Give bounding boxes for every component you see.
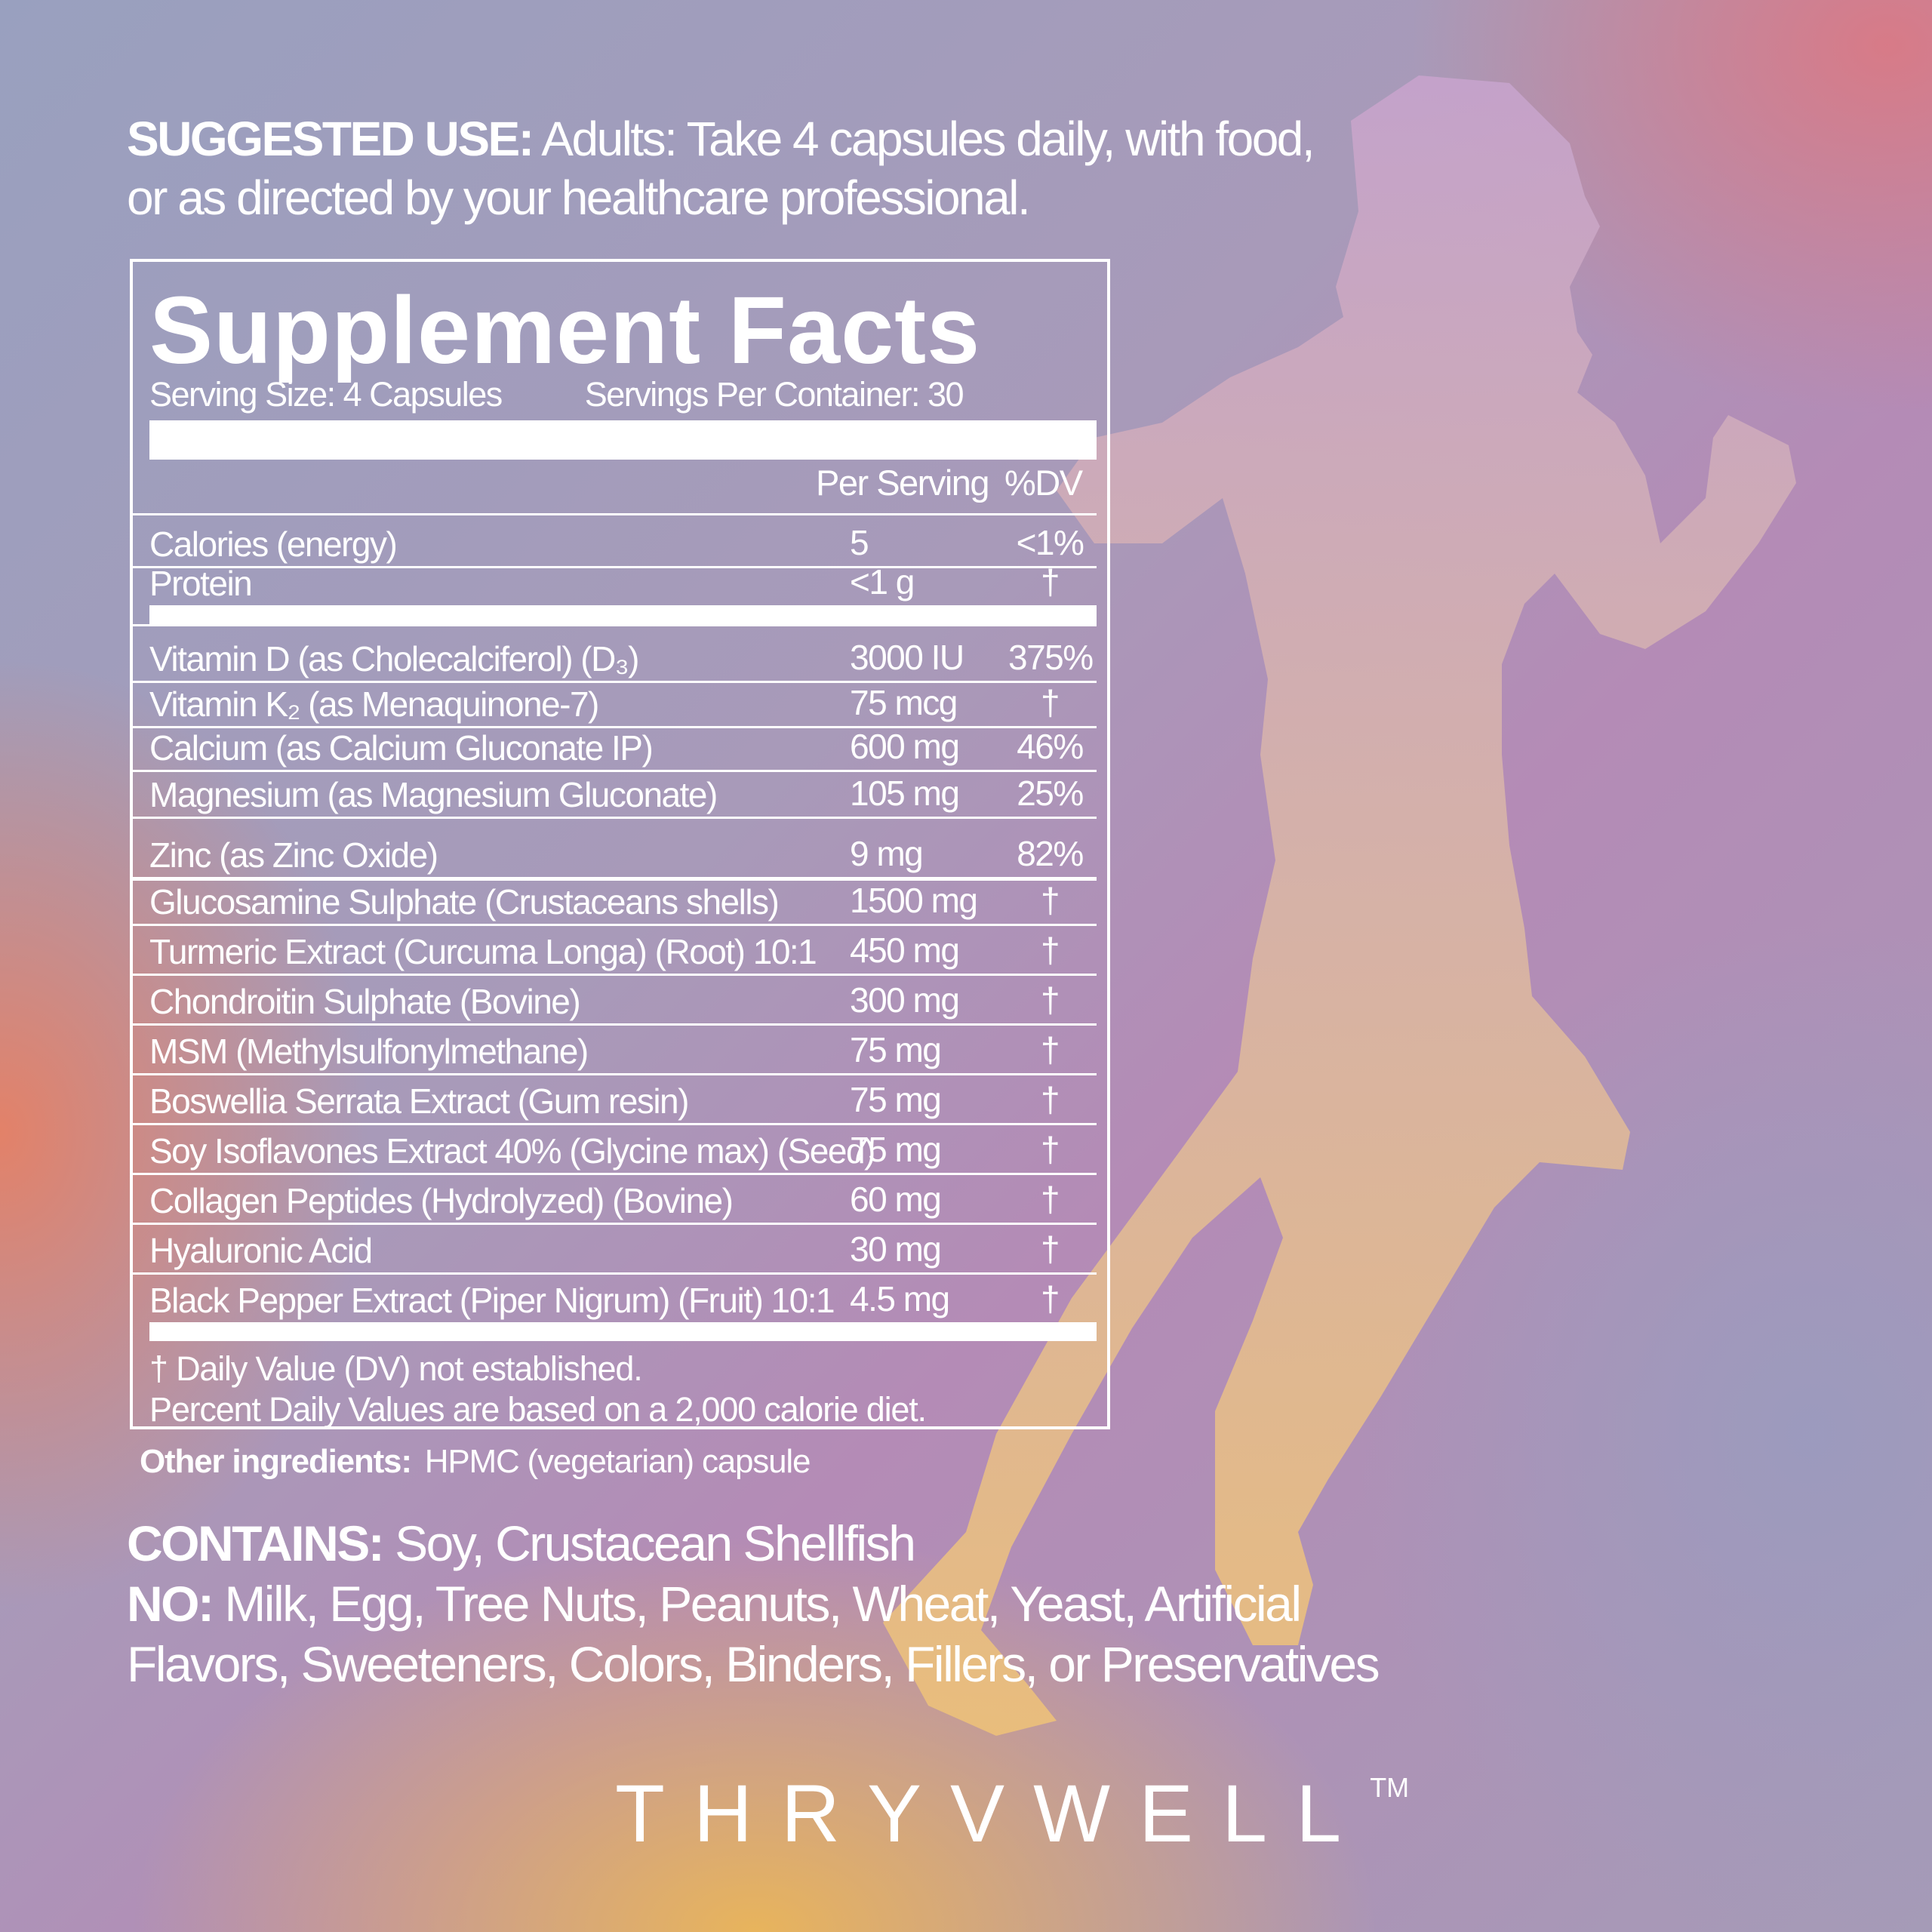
daily-value: † [1040,931,1060,970]
trademark: TM [1370,1772,1410,1803]
nutrient-name: Magnesium (as Magnesium Gluconate) [149,775,718,814]
serving-info: Serving Size: 4 Capsules Servings Per Con… [149,375,964,414]
other-ingredients-value: HPMC (vegetarian) capsule [424,1443,811,1480]
daily-value: 25% [1017,774,1084,813]
daily-value: † [1040,1180,1060,1219]
nutrient-name: Turmeric Extract (Curcuma Longa) (Root) … [149,932,817,971]
facts-row: Black Pepper Extract (Piper Nigrum) (Fru… [133,1272,1097,1322]
thick-divider [149,1322,1097,1341]
amount-per-serving: 9 mg [850,834,924,873]
facts-row: Magnesium (as Magnesium Gluconate) 105 mg… [133,770,1097,817]
amount-per-serving: 1500 mg [850,881,978,920]
brand-logo: THRYVWELLTM [615,1766,1409,1860]
amount-per-serving: 75 mg [850,1030,942,1069]
nutrient-name: Glucosamine Sulphate (Crustaceans shells… [149,882,780,921]
facts-row: Turmeric Extract (Curcuma Longa) (Root) … [133,924,1097,974]
suggested-use-text: Adults: Take 4 capsules daily, with food… [532,112,1315,166]
daily-value: <1% [1016,523,1084,562]
amount-per-serving: 450 mg [850,931,960,970]
serving-size: Serving Size: 4 Capsules [149,375,503,414]
amount-per-serving: 600 mg [850,727,960,766]
amount-per-serving: 75 mg [850,1130,942,1169]
amount-per-serving: 60 mg [850,1180,942,1219]
header-dv: %DV [1004,463,1083,503]
nutrient-name: Protein [149,564,253,603]
other-ingredients: Other ingredients: HPMC (vegetarian) caps… [140,1443,811,1481]
thick-divider [149,605,1097,624]
suggested-use-label: SUGGESTED USE: [127,112,534,166]
suggested-use: SUGGESTED USE: Adults: Take 4 capsules d… [127,109,1315,227]
amount-per-serving: 3000 IU [850,638,964,677]
nutrient-name: Vitamin D (as Cholecalciferol) (D₃) [149,639,639,678]
nutrient-name: Collagen Peptides (Hydrolyzed) (Bovine) [149,1181,734,1220]
daily-value: † [1040,562,1060,601]
header-per-serving: Per Serving [816,463,990,503]
servings-per-container: Servings Per Container: 30 [584,375,964,414]
facts-row: Collagen Peptides (Hydrolyzed) (Bovine) 6… [133,1173,1097,1223]
amount-per-serving: 5 [850,523,869,562]
other-ingredients-label: Other ingredients: [140,1443,412,1480]
facts-row: Calcium (as Calcium Gluconate IP) 600 mg 4… [133,726,1097,770]
daily-value: † [1040,881,1060,920]
facts-rows: Calories (energy) 5 <1% Protein <1 g † Vitamin… [133,513,1097,1341]
nutrient-name: Hyaluronic Acid [149,1231,373,1270]
nutrient-name: Boswellia Serrata Extract (Gum resin) [149,1081,689,1121]
nutrient-name: Chondroitin Sulphate (Bovine) [149,982,581,1021]
suggested-use-text-2: or as directed by your healthcare profes… [127,171,1031,225]
facts-row: Glucosamine Sulphate (Crustaceans shells… [133,877,1097,924]
no-label: NO: [127,1576,214,1632]
daily-value: 82% [1017,834,1084,873]
nutrient-name: Vitamin K₂ (as Menaquinone-7) [149,685,599,724]
amount-per-serving: 75 mg [850,1080,942,1119]
amount-per-serving: 300 mg [850,980,960,1020]
thick-divider [149,420,1097,460]
daily-value: 375% [1008,638,1094,677]
daily-value: † [1040,683,1060,722]
amount-per-serving: <1 g [850,562,915,601]
amount-per-serving: 75 mcg [850,683,958,722]
nutrient-name: Zinc (as Zinc Oxide) [149,835,438,875]
daily-value: † [1040,980,1060,1020]
amount-per-serving: 30 mg [850,1229,942,1269]
facts-row: Vitamin K₂ (as Menaquinone-7) 75 mcg † [133,681,1097,726]
daily-value: † [1040,1130,1060,1169]
nutrient-name: MSM (Methylsulfonylmethane) [149,1032,589,1071]
facts-title: Supplement Facts [149,277,981,383]
daily-value: † [1040,1030,1060,1069]
brand-name: THRYVWELL [615,1767,1371,1859]
facts-row: Hyaluronic Acid 30 mg † [133,1223,1097,1272]
contains-label: CONTAINS: [127,1515,385,1571]
facts-row: Protein <1 g † [133,562,1097,605]
allergen-info: CONTAINS: Soy, Crustacean Shellfish NO: … [127,1513,1380,1694]
no-value: Milk, Egg, Tree Nuts, Peanuts, Wheat, Ye… [212,1576,1302,1632]
nutrient-name: Soy Isoflavones Extract 40% (Glycine max… [149,1131,875,1171]
facts-row: Calories (energy) 5 <1% [133,513,1097,566]
daily-value: 46% [1017,727,1084,766]
footnote-calorie: Percent Daily Values are based on a 2,00… [149,1390,927,1429]
nutrient-name: Black Pepper Extract (Piper Nigrum) (Fru… [149,1281,835,1320]
footnotes: † Daily Value (DV) not established. Perc… [149,1349,927,1430]
facts-row: Soy Isoflavones Extract 40% (Glycine max… [133,1123,1097,1173]
daily-value: † [1040,1080,1060,1119]
amount-per-serving: 105 mg [850,774,960,813]
nutrient-name: Calories (energy) [149,525,398,564]
daily-value: † [1040,1279,1060,1318]
footnote-dv: † Daily Value (DV) not established. [149,1349,643,1388]
nutrient-name: Calcium (as Calcium Gluconate IP) [149,728,654,768]
facts-row: Chondroitin Sulphate (Bovine) 300 mg † [133,974,1097,1023]
facts-row: Boswellia Serrata Extract (Gum resin) 75 … [133,1073,1097,1123]
amount-per-serving: 4.5 mg [850,1279,950,1318]
no-value-2: Flavors, Sweeteners, Colors, Binders, Fi… [127,1636,1380,1692]
facts-row: Zinc (as Zinc Oxide) 9 mg 82% [133,817,1097,877]
contains-value: Soy, Crustacean Shellfish [383,1515,916,1571]
facts-row: Vitamin D (as Cholecalciferol) (D₃) 3000 … [133,624,1097,681]
facts-row: MSM (Methylsulfonylmethane) 75 mg † [133,1023,1097,1073]
daily-value: † [1040,1229,1060,1269]
supplement-facts-panel: Supplement Facts Serving Size: 4 Capsule… [130,259,1110,1429]
